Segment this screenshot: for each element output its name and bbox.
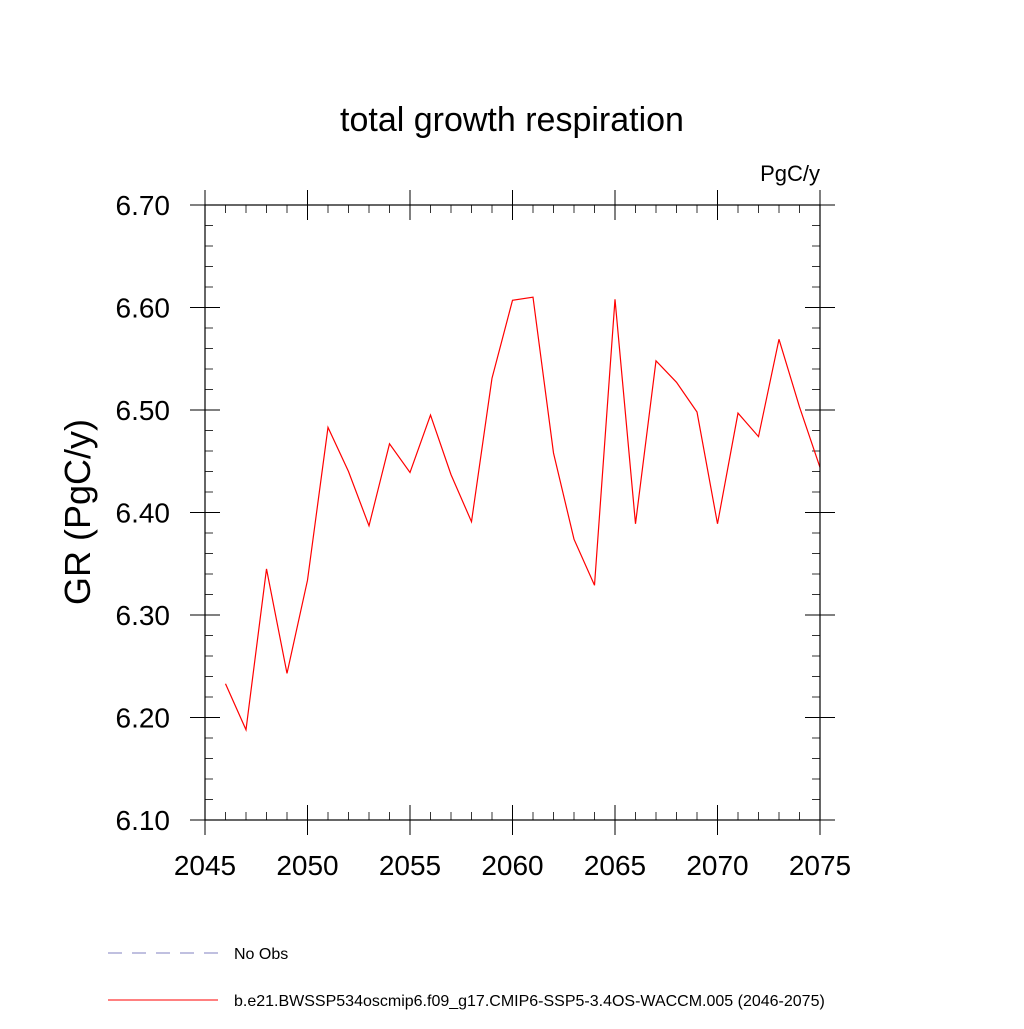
series-line <box>224 296 821 733</box>
legend: No Obs b.e21.BWSSP534oscmip6.f09_g17.CMIP… <box>108 946 825 1010</box>
y-axis-label: GR (PgC/y) <box>57 419 98 605</box>
series-layer <box>224 296 821 733</box>
y-tick-label: 6.30 <box>116 600 171 631</box>
x-tick-label: 2060 <box>481 850 543 881</box>
legend-label: b.e21.BWSSP534oscmip6.f09_g17.CMIP6-SSP5… <box>234 993 825 1010</box>
x-tick-label: 2075 <box>789 850 851 881</box>
ticks-layer: 2045 2050 2055 2060 2065 2070 2075 6.10 6.20 6.30… <box>116 190 851 881</box>
legend-label: No Obs <box>234 946 288 963</box>
plot-frame <box>204 204 821 821</box>
x-tick-label: 2065 <box>584 850 646 881</box>
x-tick-label: 2055 <box>379 850 441 881</box>
y-tick-label: 6.10 <box>116 805 171 836</box>
y-tick-label: 6.60 <box>116 293 171 324</box>
chart-title: total growth respiration <box>340 101 684 139</box>
y-tick-label: 6.70 <box>116 190 171 221</box>
x-tick-label: 2070 <box>686 850 748 881</box>
y-tick-label: 6.20 <box>116 703 171 734</box>
y-tick-label: 6.40 <box>116 498 171 529</box>
x-tick-label: 2045 <box>174 850 236 881</box>
y-tick-label: 6.50 <box>116 395 171 426</box>
units-label: PgC/y <box>760 161 820 186</box>
x-tick-label: 2050 <box>276 850 338 881</box>
